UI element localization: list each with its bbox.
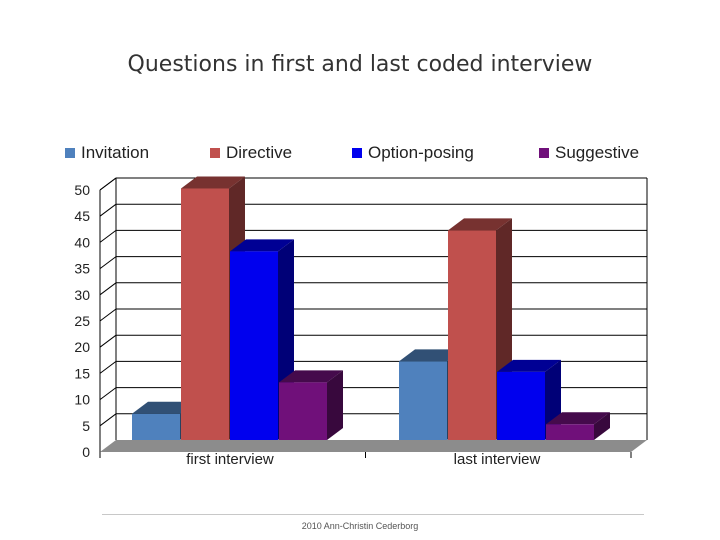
gridline-side xyxy=(99,282,117,296)
bar-invitation-1 xyxy=(399,361,447,440)
legend-label-suggestive: Suggestive xyxy=(555,143,640,162)
bar-directive-1 xyxy=(448,230,496,440)
chart-floor xyxy=(100,440,647,452)
y-tick-label: 40 xyxy=(74,234,90,250)
bar-invitation-0 xyxy=(132,413,180,440)
y-tick-label: 0 xyxy=(82,444,90,460)
gridline-side xyxy=(99,229,117,243)
legend-swatch-suggestive xyxy=(539,148,549,158)
chart-legend: Invitation Directive Option-posing Sugge… xyxy=(60,142,660,166)
y-tick-label: 30 xyxy=(74,287,90,303)
slide-title: Questions in first and last coded interv… xyxy=(127,52,593,77)
gridline-side xyxy=(99,177,117,191)
y-tick-label: 20 xyxy=(74,339,90,355)
y-tick-label: 45 xyxy=(74,208,90,224)
legend-item-suggestive: Suggestive xyxy=(539,142,639,164)
y-tick-label: 10 xyxy=(74,392,90,408)
bar-option-posing-0 xyxy=(230,251,278,440)
legend-swatch-directive xyxy=(210,148,220,158)
bar-top-directive-1 xyxy=(448,218,512,231)
y-tick-label: 35 xyxy=(74,261,90,277)
legend-item-option-posing: Option-posing xyxy=(352,142,474,164)
bar-top-suggestive-0 xyxy=(279,370,343,383)
bar-top-suggestive-1 xyxy=(546,412,610,425)
bar-suggestive-1 xyxy=(546,424,594,440)
bar-top-option-posing-1 xyxy=(497,359,561,372)
legend-item-invitation: Invitation xyxy=(65,142,149,164)
legend-label-option-posing: Option-posing xyxy=(368,143,474,162)
bar-top-option-posing-0 xyxy=(230,239,294,252)
legend-swatch-option-posing xyxy=(352,148,362,158)
x-tick-label: last interview xyxy=(454,451,541,468)
bar-top-invitation-0 xyxy=(132,401,196,414)
bar-option-posing-1 xyxy=(497,371,545,440)
y-tick-label: 15 xyxy=(74,365,90,381)
gridline-side xyxy=(99,203,117,217)
gridline-side xyxy=(99,387,117,401)
bar-top-directive-0 xyxy=(181,176,245,189)
legend-swatch-invitation xyxy=(65,148,75,158)
bar-directive-0 xyxy=(181,188,229,440)
footer-credit: 2010 Ann-Christin Cederborg xyxy=(301,521,419,531)
gridline-side xyxy=(99,334,117,348)
gridline-side xyxy=(99,413,117,427)
bar-side-suggestive-1 xyxy=(594,412,610,440)
y-tick-label: 50 xyxy=(74,182,90,198)
gridline-side xyxy=(99,360,117,374)
legend-item-directive: Directive xyxy=(210,142,292,164)
footer-divider xyxy=(102,514,644,515)
y-tick-label: 25 xyxy=(74,313,90,329)
x-tick-label: first interview xyxy=(186,451,274,468)
bar-suggestive-0 xyxy=(279,382,327,440)
y-tick-label: 5 xyxy=(82,418,90,434)
bar-top-invitation-1 xyxy=(399,349,463,362)
gridline-side xyxy=(99,256,117,270)
bar-side-suggestive-0 xyxy=(327,370,343,440)
gridline-side xyxy=(99,308,117,322)
legend-label-invitation: Invitation xyxy=(81,143,150,162)
legend-label-directive: Directive xyxy=(226,143,293,162)
